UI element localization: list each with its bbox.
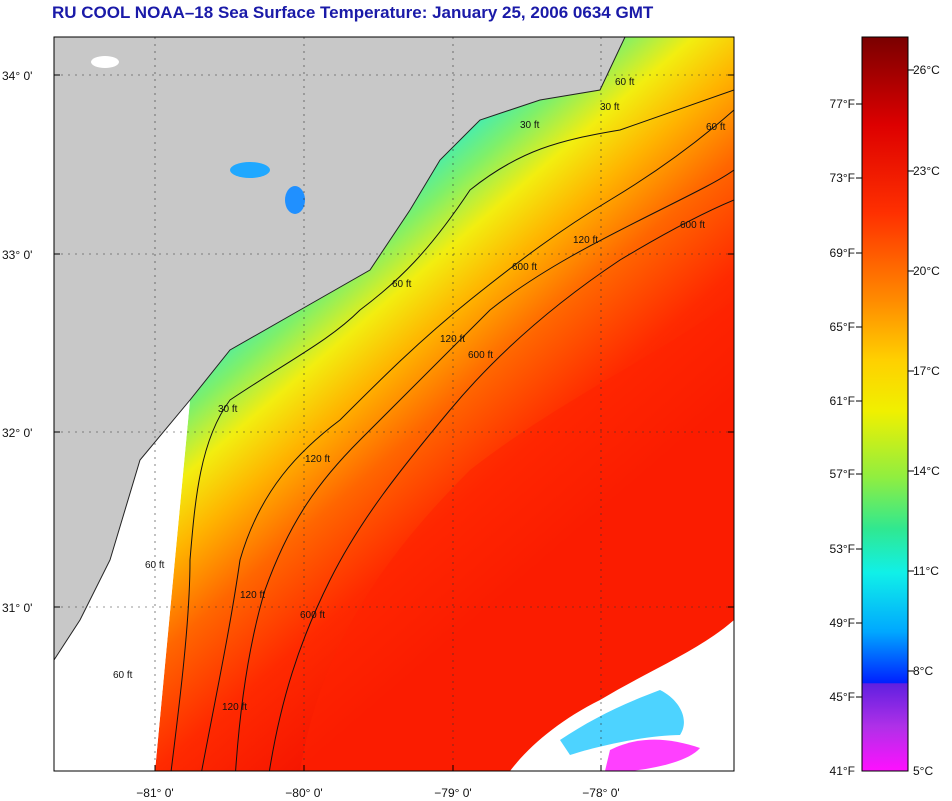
map-title: RU COOL NOAA–18 Sea Surface Temperature:… [52,3,654,22]
celsius-label: 5°C [913,764,933,778]
contour-labels: 30 ft 60 ft 120 ft 600 ft 60 ft 120 ft 6… [113,77,726,713]
celsius-label: 11°C [913,564,939,578]
fahrenheit-label: 69°F [830,246,855,260]
contour-label: 600 ft [680,220,705,231]
contour-label: 30 ft [218,404,238,415]
lon-label: −79° 0' [434,786,471,800]
celsius-label: 17°C [913,364,940,378]
land-mass [54,37,625,660]
fahrenheit-label: 45°F [830,690,855,704]
axis-ticks [54,74,734,771]
contour-label: 120 ft [305,454,330,465]
lat-label: 34° 0' [2,69,32,83]
contour-label: 60 ft [113,670,133,681]
cold-patch [560,690,684,755]
contour-label: 60 ft [392,279,412,290]
fahrenheit-label: 65°F [830,320,855,334]
fahrenheit-labels: 77°F 73°F 69°F 65°F 61°F 57°F 53°F 49°F … [830,97,855,778]
celsius-label: 14°C [913,464,940,478]
contour-label: 60 ft [706,122,726,133]
cold-patch [605,739,700,771]
contour-label: 30 ft [600,102,620,113]
fahrenheit-label: 41°F [830,764,855,778]
coastline [54,37,626,661]
longitude-labels: −81° 0' −80° 0' −79° 0' −78° 0' [136,786,619,800]
fahrenheit-label: 57°F [830,467,855,481]
lon-label: −80° 0' [285,786,322,800]
coastal-no-data [54,400,190,771]
isobaths [170,89,734,771]
legend-ticks [856,69,914,698]
isobath-120ft [235,169,734,771]
celsius-label: 20°C [913,264,940,278]
latitude-labels: 34° 0' 33° 0' 32° 0' 31° 0' [2,69,32,615]
isobath-30ft [170,89,734,771]
contour-label: 30 ft [520,120,540,131]
color-scale-bar [861,36,909,772]
lake [91,56,119,68]
contour-label: 600 ft [468,350,493,361]
lon-label: −78° 0' [582,786,619,800]
celsius-label: 26°C [913,63,940,77]
isobath-60ft [201,109,734,771]
celsius-label: 8°C [913,664,933,678]
lake [285,186,305,214]
celsius-labels: 26°C 23°C 20°C 17°C 14°C 11°C 8°C 5°C [913,63,940,778]
contour-label: 60 ft [615,77,635,88]
fahrenheit-label: 61°F [830,394,855,408]
fahrenheit-label: 53°F [830,542,855,556]
contour-label: 120 ft [240,590,265,601]
fahrenheit-label: 49°F [830,616,855,630]
lat-label: 33° 0' [2,248,32,262]
contour-label: 600 ft [512,262,537,273]
map-frame [53,36,735,772]
lat-label: 31° 0' [2,601,32,615]
contour-label: 120 ft [573,235,598,246]
lon-label: −81° 0' [136,786,173,800]
contour-label: 120 ft [222,702,247,713]
celsius-label: 23°C [913,164,940,178]
lake [230,162,270,178]
contour-label: 600 ft [300,610,325,621]
fahrenheit-label: 73°F [830,171,855,185]
isobath-600ft [268,199,734,771]
lat-label: 32° 0' [2,426,32,440]
contour-label: 120 ft [440,334,465,345]
graticule [54,37,734,771]
fahrenheit-label: 77°F [830,97,855,111]
gulf-stream-core [300,300,734,771]
contour-label: 60 ft [145,560,165,571]
